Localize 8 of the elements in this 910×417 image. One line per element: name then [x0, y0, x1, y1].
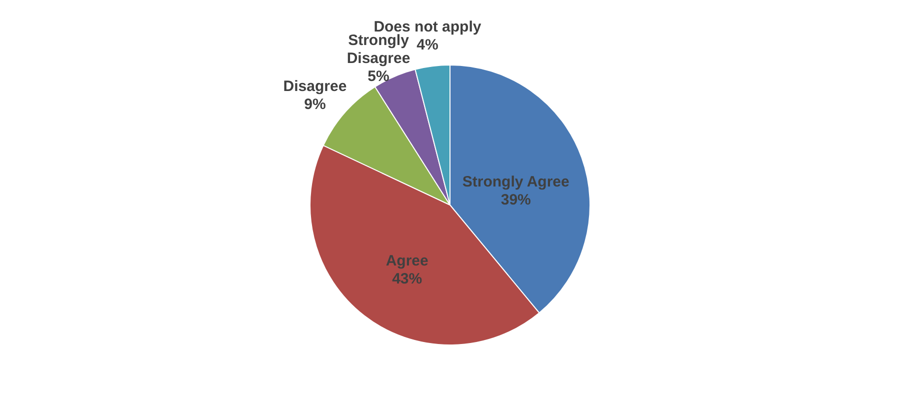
data-label: 43%	[392, 270, 422, 288]
data-label: 39%	[500, 191, 531, 208]
data-label: 4%	[416, 36, 438, 54]
slice-label: Agree	[386, 252, 428, 270]
slice-label: Strongly Agree	[462, 173, 570, 190]
slice-label: Disagree	[283, 78, 347, 95]
data-label: 5%	[368, 68, 390, 85]
data-label: 9%	[304, 96, 326, 113]
